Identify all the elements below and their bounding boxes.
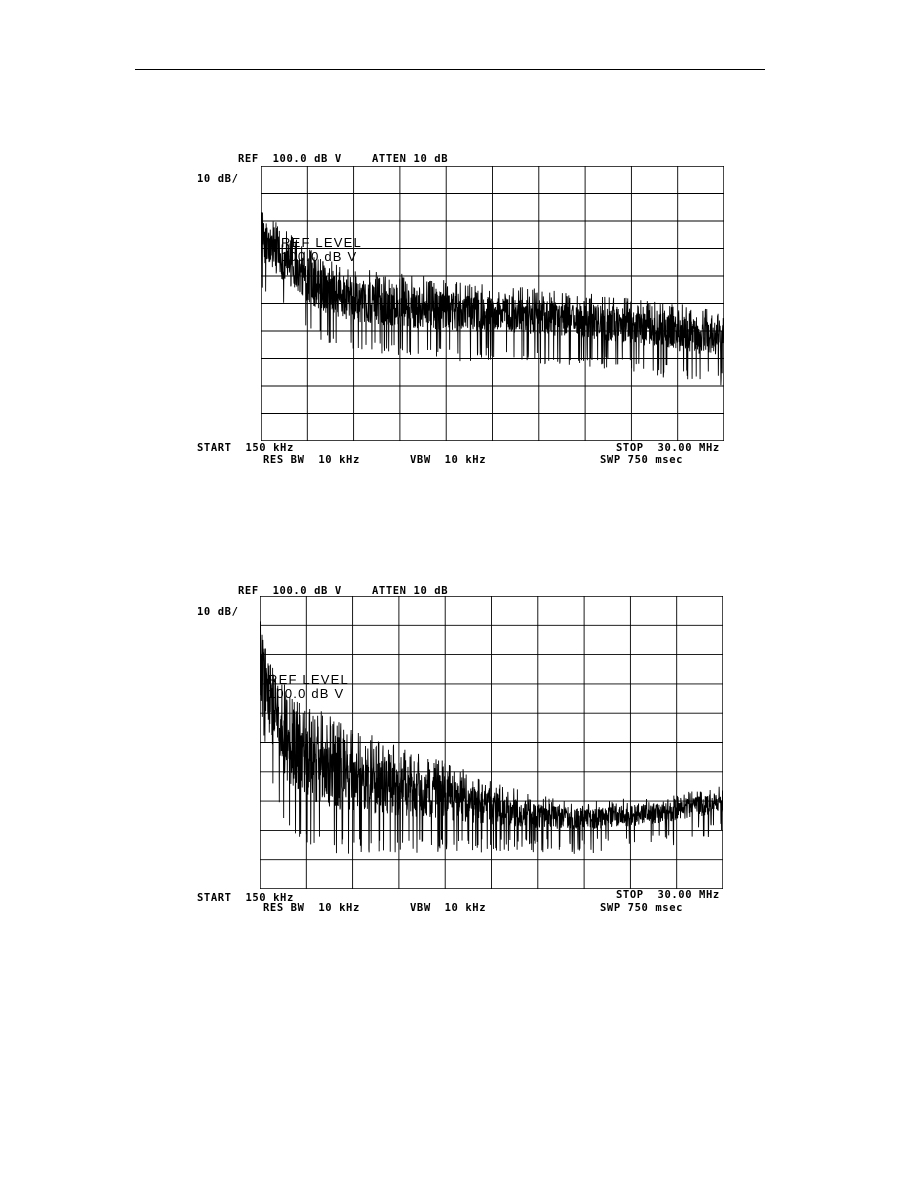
vbw-label: VBW 10 kHz bbox=[410, 454, 487, 466]
ref-level-value: 100.0 dB V bbox=[268, 686, 345, 701]
spectrum-plot bbox=[261, 166, 724, 441]
atten-label: ATTEN 10 dB bbox=[372, 153, 449, 165]
start-freq-label: START 150 kHz bbox=[197, 892, 294, 904]
spectrum-plot bbox=[260, 596, 723, 889]
vbw-label: VBW 10 kHz bbox=[410, 902, 487, 914]
sweep-label: SWP 750 msec bbox=[600, 454, 684, 466]
ref-level-label: REF LEVEL bbox=[281, 235, 362, 250]
ref-level-value: 100.0 dB V bbox=[281, 249, 358, 264]
stop-freq-label: STOP 30.00 MHz bbox=[616, 442, 720, 454]
page-top-rule bbox=[135, 69, 765, 70]
sweep-label: SWP 750 msec bbox=[600, 902, 684, 914]
res-bw-label: RES BW 10 kHz bbox=[263, 902, 360, 914]
stop-freq-label: STOP 30.00 MHz bbox=[616, 889, 720, 901]
start-freq-label: START 150 kHz bbox=[197, 442, 294, 454]
grid bbox=[261, 166, 724, 441]
scale-label: 10 dB/ bbox=[197, 173, 239, 185]
ref-label: REF 100.0 dB V bbox=[238, 585, 342, 597]
spectrum-trace bbox=[261, 212, 724, 386]
atten-label: ATTEN 10 dB bbox=[372, 585, 449, 597]
scale-label: 10 dB/ bbox=[197, 606, 239, 618]
ref-level-label: REF LEVEL bbox=[268, 672, 349, 687]
res-bw-label: RES BW 10 kHz bbox=[263, 454, 360, 466]
ref-label: REF 100.0 dB V bbox=[238, 153, 342, 165]
grid bbox=[260, 596, 723, 889]
spectrum-trace bbox=[260, 621, 723, 854]
